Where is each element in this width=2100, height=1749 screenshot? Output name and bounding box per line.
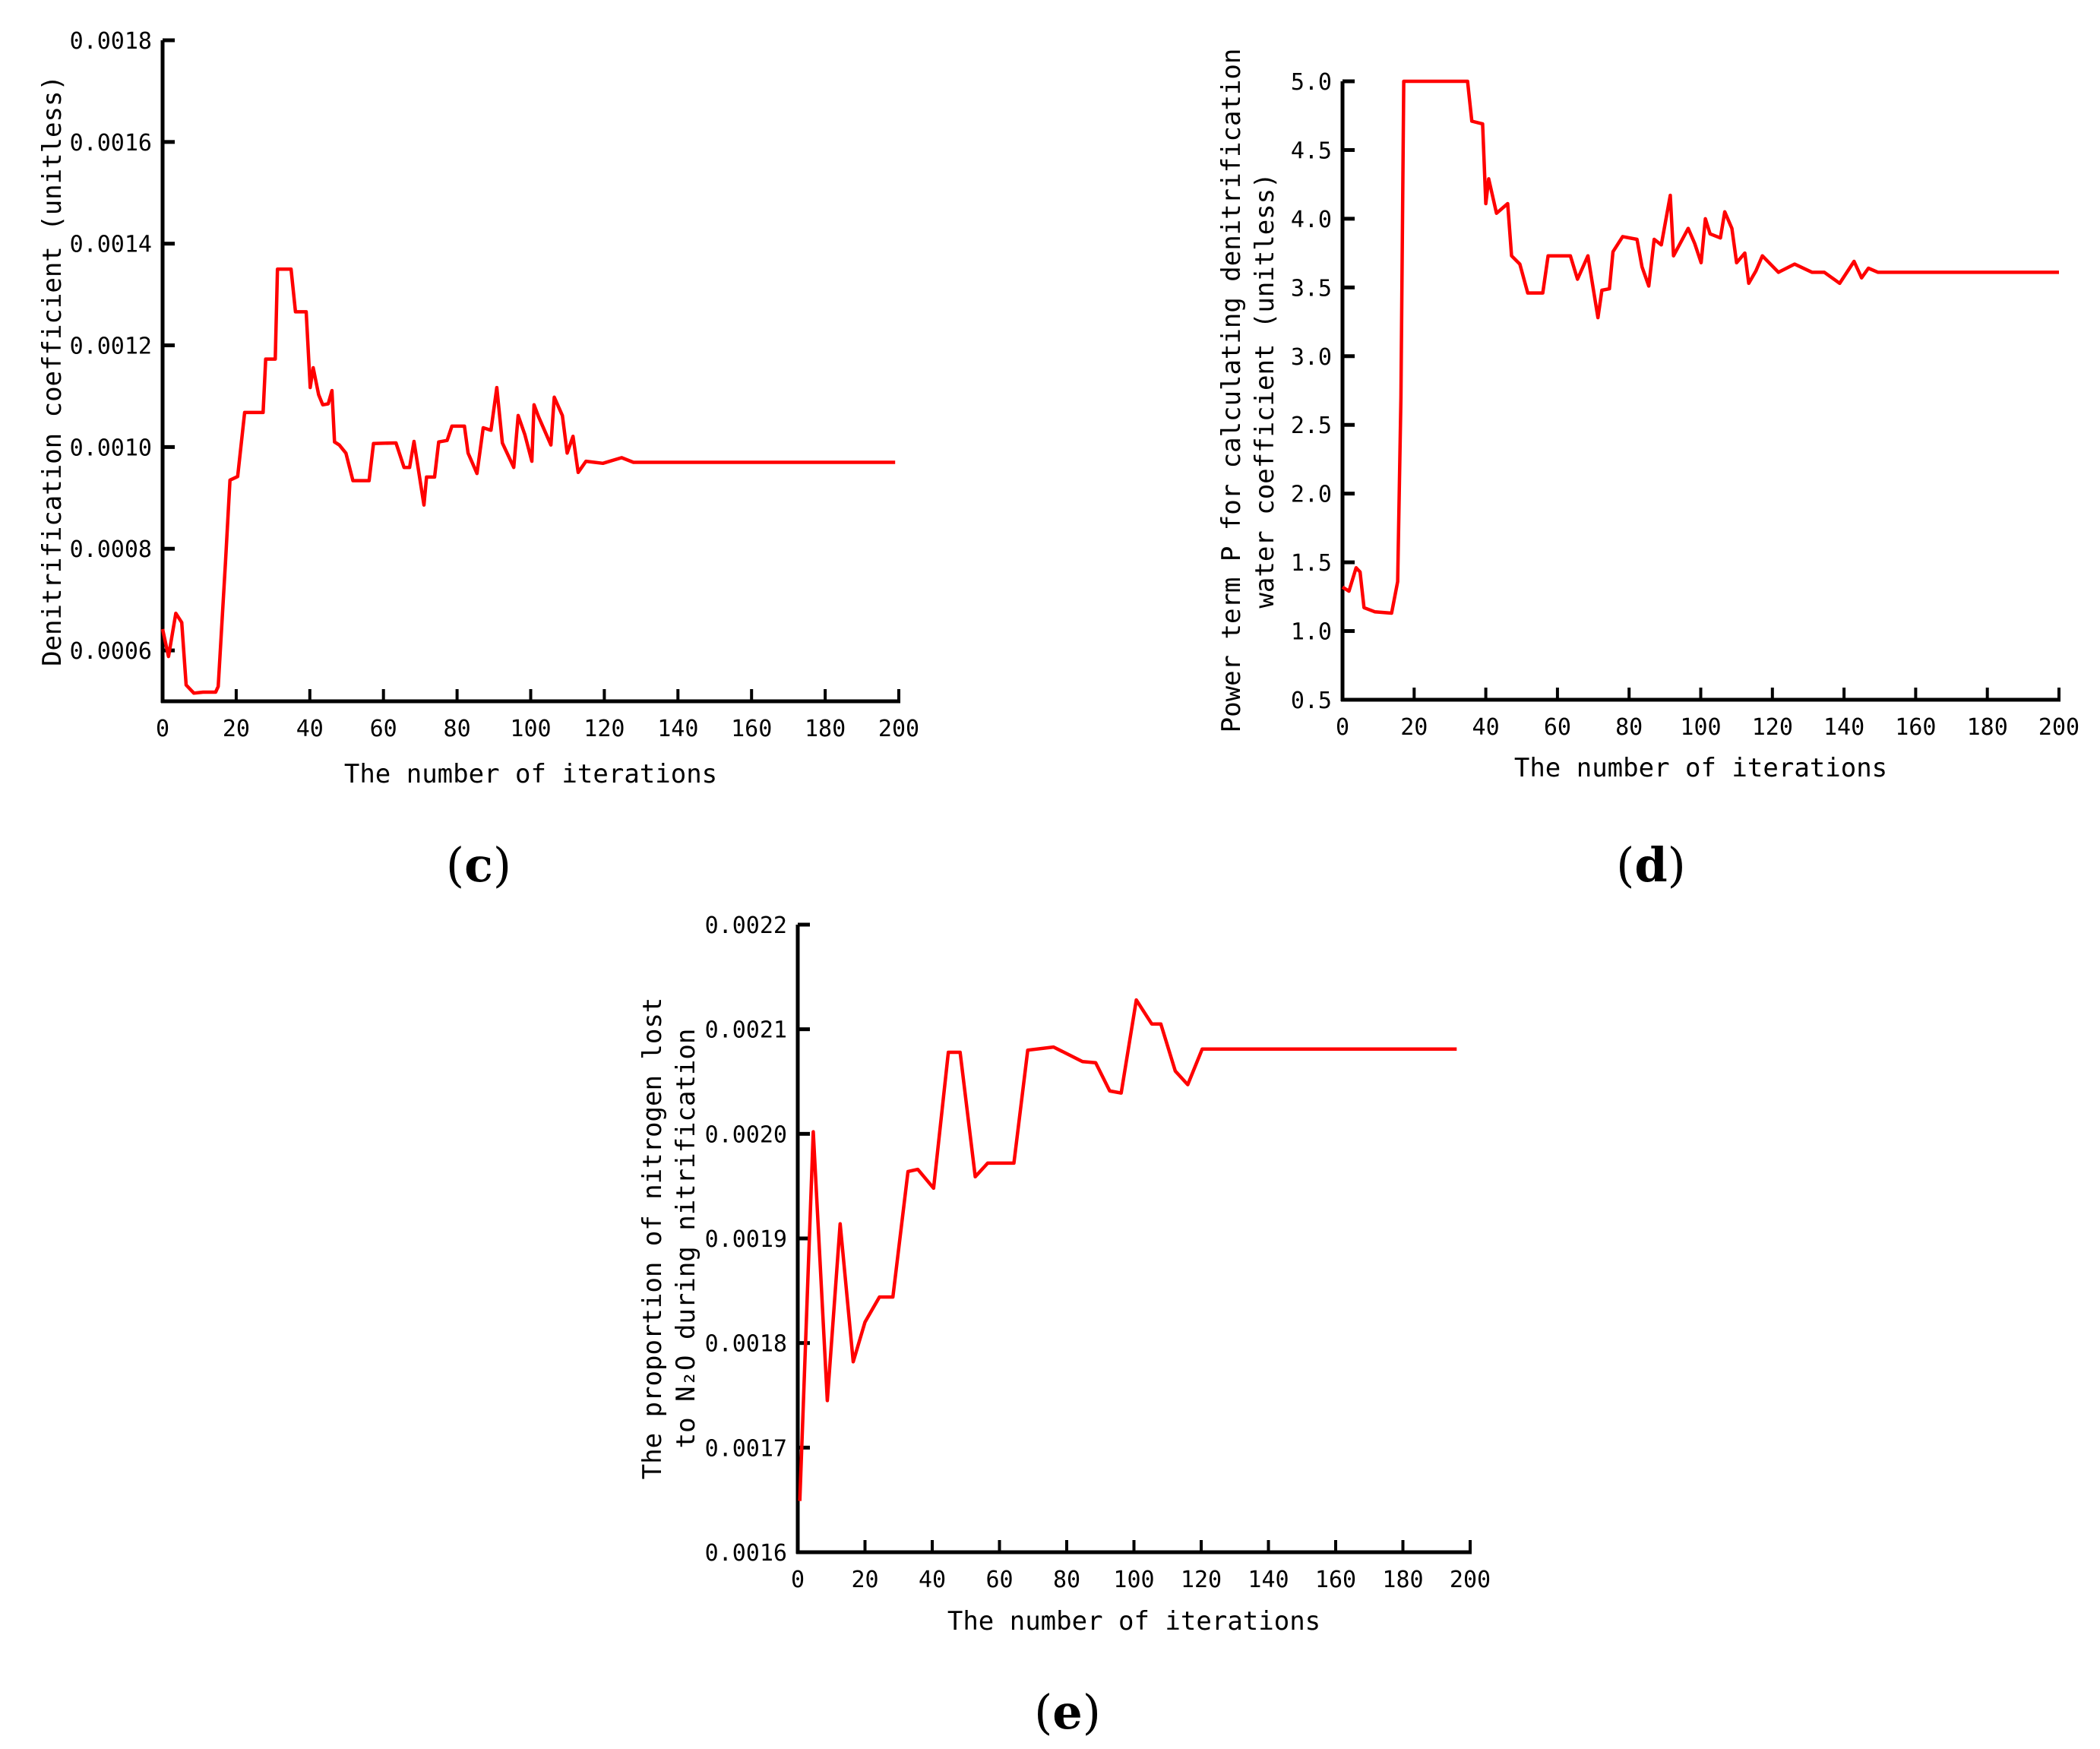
y-tick-label: 0.0019	[705, 1226, 787, 1253]
x-tick-label: 0	[1336, 714, 1349, 741]
y-tick-label: 0.0014	[70, 232, 152, 258]
x-tick-label: 200	[1450, 1567, 1491, 1593]
y-tick-label: 2.5	[1291, 413, 1332, 439]
panel-label: (e)	[1034, 1684, 1101, 1740]
y-tick-label: 1.5	[1291, 550, 1332, 577]
x-tick-label: 100	[1680, 714, 1721, 741]
x-tick-label: 180	[1382, 1567, 1423, 1593]
y-tick-label: 4.0	[1291, 207, 1332, 233]
y-axis-title: Denitrification coefficient (unitless)	[37, 75, 68, 666]
y-tick-label: 0.0018	[70, 28, 152, 55]
y-axis-title: water coefficient (unitless)	[1250, 172, 1280, 608]
y-tick-label: 0.0021	[705, 1017, 787, 1044]
chart-panel-c: 0.0006 0.0008 0.0010 0.0012 0.0014 0.0016 0.00…	[37, 28, 919, 893]
y-tick-label: 0.0008	[70, 536, 152, 563]
x-tick-label: 120	[584, 716, 625, 742]
x-tick-label: 180	[805, 716, 846, 742]
y-tick-label: 0.0012	[70, 334, 152, 360]
data-line	[798, 998, 1457, 1501]
x-tick-label: 0	[791, 1567, 805, 1593]
y-tick-label: 0.0016	[705, 1540, 787, 1567]
x-tick-label: 0	[156, 716, 169, 742]
x-tick-label: 80	[1615, 714, 1643, 741]
x-tick-label: 80	[1053, 1567, 1080, 1593]
x-axis-title: The number of iterations	[1514, 753, 1887, 783]
chart-panel-d: 0.5 1.0 1.5 2.0 2.5 3.0 3.5 4.0 4.5 5.0 0 20 40 60 80 1…	[1216, 49, 2079, 893]
x-tick-label: 180	[1967, 714, 2008, 741]
x-tick-label: 20	[851, 1567, 878, 1593]
x-tick-label: 60	[370, 716, 397, 742]
x-tick-label: 100	[510, 716, 551, 742]
y-tick-label: 3.0	[1291, 344, 1332, 371]
x-tick-label: 160	[1895, 714, 1936, 741]
x-tick-label: 140	[657, 716, 698, 742]
x-tick-label: 120	[1752, 714, 1793, 741]
x-tick-label: 20	[223, 716, 250, 742]
x-tick-label: 100	[1113, 1567, 1154, 1593]
y-axis-title: Power term P for calculating denitrifica…	[1216, 49, 1247, 733]
panel-label: (d)	[1616, 837, 1686, 893]
x-tick-label: 40	[919, 1567, 946, 1593]
x-tick-label: 140	[1248, 1567, 1289, 1593]
x-axis-title: The number of iterations	[344, 759, 717, 789]
x-tick-label: 160	[1315, 1567, 1356, 1593]
y-tick-label: 1.0	[1291, 619, 1332, 646]
x-tick-label: 40	[1472, 714, 1500, 741]
chart-panel-e: 0.0016 0.0017 0.0018 0.0019 0.0020 0.0021 0.00…	[637, 912, 1491, 1740]
x-tick-label: 160	[731, 716, 772, 742]
x-tick-label: 60	[985, 1567, 1013, 1593]
x-tick-label: 20	[1400, 714, 1428, 741]
y-tick-label: 0.0010	[70, 435, 152, 461]
x-tick-label: 80	[444, 716, 471, 742]
x-tick-label: 140	[1823, 714, 1864, 741]
y-tick-label: 0.0016	[70, 130, 152, 157]
y-tick-label: 0.0006	[70, 638, 152, 665]
x-tick-label: 60	[1544, 714, 1571, 741]
data-line	[1341, 79, 2059, 615]
x-tick-label: 120	[1181, 1567, 1222, 1593]
panel-label: (c)	[446, 837, 511, 893]
y-axis-title: to N₂O during nitrification	[671, 1029, 701, 1449]
y-tick-label: 4.5	[1291, 138, 1332, 164]
y-tick-label: 2.0	[1291, 482, 1332, 508]
y-axis-title: The proportion of nitrogen lost	[637, 998, 668, 1480]
x-tick-label: 200	[878, 716, 919, 742]
y-tick-label: 0.0017	[705, 1435, 787, 1462]
y-tick-label: 5.0	[1291, 69, 1332, 96]
y-tick-label: 0.0022	[705, 912, 787, 939]
data-line	[160, 267, 896, 695]
y-tick-label: 3.5	[1291, 275, 1332, 302]
x-tick-label: 200	[2038, 714, 2079, 741]
y-tick-label: 0.5	[1291, 688, 1332, 714]
x-axis-title: The number of iterations	[947, 1606, 1320, 1637]
y-tick-label: 0.0020	[705, 1121, 787, 1148]
y-tick-label: 0.0018	[705, 1331, 787, 1358]
x-tick-label: 40	[296, 716, 324, 742]
